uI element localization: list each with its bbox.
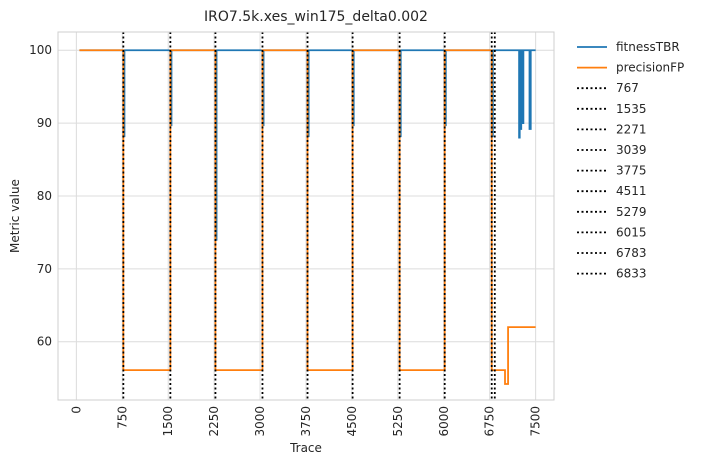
legend-label: 6015: [616, 225, 647, 239]
y-tick-label: 70: [37, 262, 52, 276]
series-line-precisionFP: [79, 49, 536, 385]
x-tick-label: 750: [115, 406, 129, 429]
legend-label: 3775: [616, 164, 647, 178]
x-tick-label: 5250: [391, 406, 405, 437]
legend-label: precisionFP: [616, 61, 684, 75]
legend: fitnessTBR precisionFP 767 1535 2271 3039 3775…: [577, 40, 684, 281]
y-axis-label: Metric value: [8, 179, 22, 253]
y-tick-label: 90: [37, 116, 52, 130]
x-tick-label: 3750: [299, 406, 313, 437]
x-tick-label: 1500: [161, 406, 175, 437]
legend-label: 6833: [616, 267, 647, 281]
y-tick-label: 60: [37, 335, 52, 349]
legend-label: 4511: [616, 184, 647, 198]
legend-label: 1535: [616, 102, 647, 116]
x-axis-label: Trace: [289, 441, 322, 455]
plot-frame: [57, 31, 555, 401]
x-tick-label: 0: [69, 406, 83, 414]
legend-label: 767: [616, 81, 639, 95]
x-tick-label: 4500: [345, 406, 359, 437]
plot-area: 0 750 1500 2250 3000 3750 4500 5250 6000 6750 7500…: [29, 31, 555, 437]
x-tick-label: 2250: [207, 406, 221, 437]
legend-label: fitnessTBR: [616, 40, 680, 54]
y-tick-label: 100: [29, 43, 52, 57]
x-tick-label: 3000: [253, 406, 267, 437]
x-tick-label: 7500: [529, 406, 543, 437]
y-tick-label: 80: [37, 189, 52, 203]
x-tick-label: 6750: [483, 406, 497, 437]
legend-label: 3039: [616, 143, 647, 157]
x-tick-label: 6000: [437, 406, 451, 437]
chart-title: IRO7.5k.xes_win175_delta0.002: [204, 9, 428, 25]
legend-label: 5279: [616, 205, 647, 219]
legend-label: 6783: [616, 246, 647, 260]
legend-label: 2271: [616, 122, 647, 136]
